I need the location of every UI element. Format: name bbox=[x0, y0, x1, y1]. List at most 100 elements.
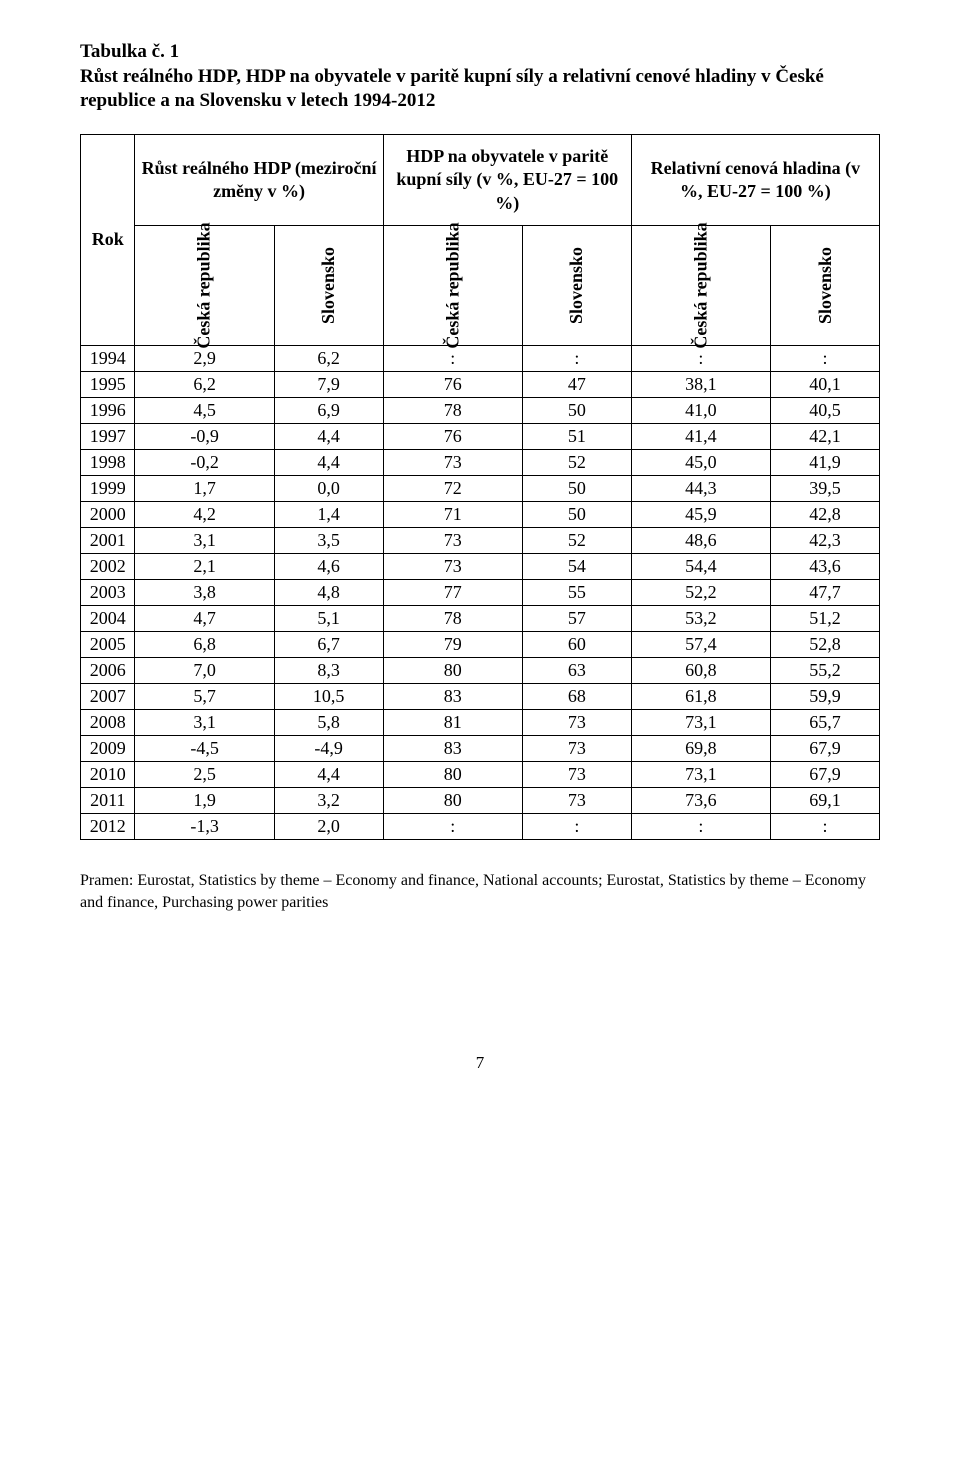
table-row: 20083,15,8817373,165,7 bbox=[81, 710, 880, 736]
header-ceska-1-label: Česká republika bbox=[194, 223, 215, 349]
table-cell: 4,7 bbox=[135, 606, 274, 632]
table-cell: 52,8 bbox=[771, 632, 880, 658]
table-cell: 54,4 bbox=[631, 554, 770, 580]
table-cell: 2006 bbox=[81, 658, 135, 684]
table-cell: 52,2 bbox=[631, 580, 770, 606]
table-cell: : bbox=[631, 814, 770, 840]
table-cell: 2008 bbox=[81, 710, 135, 736]
table-cell: 60,8 bbox=[631, 658, 770, 684]
table-cell: 2,9 bbox=[135, 346, 274, 372]
table-cell: 2007 bbox=[81, 684, 135, 710]
table-cell: 5,7 bbox=[135, 684, 274, 710]
table-cell: : bbox=[631, 346, 770, 372]
data-table: Rok Růst reálného HDP (meziroční změny v… bbox=[80, 134, 880, 840]
table-cell: 1999 bbox=[81, 476, 135, 502]
table-cell: 69,1 bbox=[771, 788, 880, 814]
table-cell: -4,9 bbox=[274, 736, 383, 762]
table-cell: 38,1 bbox=[631, 372, 770, 398]
table-cell: 79 bbox=[383, 632, 522, 658]
table-row: 20013,13,5735248,642,3 bbox=[81, 528, 880, 554]
table-cell: 54 bbox=[522, 554, 631, 580]
header-slovensko-2: Slovensko bbox=[522, 226, 631, 346]
table-cell: 73 bbox=[522, 762, 631, 788]
table-cell: 73 bbox=[383, 554, 522, 580]
table-cell: 2001 bbox=[81, 528, 135, 554]
table-cell: 69,8 bbox=[631, 736, 770, 762]
table-cell: 6,8 bbox=[135, 632, 274, 658]
table-cell: 73,6 bbox=[631, 788, 770, 814]
header-group-2: HDP na obyvatele v paritě kupní síly (v … bbox=[383, 135, 631, 226]
table-cell: 1995 bbox=[81, 372, 135, 398]
table-cell: 83 bbox=[383, 736, 522, 762]
table-cell: 50 bbox=[522, 502, 631, 528]
table-cell: 52 bbox=[522, 450, 631, 476]
table-row: 20056,86,7796057,452,8 bbox=[81, 632, 880, 658]
header-ceska-2: Česká republika bbox=[383, 226, 522, 346]
table-cell: 1994 bbox=[81, 346, 135, 372]
table-cell: 2,5 bbox=[135, 762, 274, 788]
table-cell: 6,7 bbox=[274, 632, 383, 658]
table-cell: 2010 bbox=[81, 762, 135, 788]
table-cell: 42,1 bbox=[771, 424, 880, 450]
table-cell: 45,9 bbox=[631, 502, 770, 528]
table-cell: 2003 bbox=[81, 580, 135, 606]
table-cell: 47,7 bbox=[771, 580, 880, 606]
table-cell: 61,8 bbox=[631, 684, 770, 710]
table-row: 19964,56,9785041,040,5 bbox=[81, 398, 880, 424]
table-cell: 59,9 bbox=[771, 684, 880, 710]
table-cell: 4,6 bbox=[274, 554, 383, 580]
table-cell: 1998 bbox=[81, 450, 135, 476]
table-cell: 71 bbox=[383, 502, 522, 528]
table-cell: 51,2 bbox=[771, 606, 880, 632]
table-cell: 72 bbox=[383, 476, 522, 502]
table-row: 1998-0,24,4735245,041,9 bbox=[81, 450, 880, 476]
table-cell: 8,3 bbox=[274, 658, 383, 684]
table-row: 20067,08,3806360,855,2 bbox=[81, 658, 880, 684]
table-cell: 1997 bbox=[81, 424, 135, 450]
table-cell: 67,9 bbox=[771, 762, 880, 788]
table-cell: -0,2 bbox=[135, 450, 274, 476]
header-rok: Rok bbox=[81, 135, 135, 346]
header-slovensko-3: Slovensko bbox=[771, 226, 880, 346]
table-cell: 3,1 bbox=[135, 710, 274, 736]
table-row: 19956,27,9764738,140,1 bbox=[81, 372, 880, 398]
header-slovensko-3-label: Slovensko bbox=[815, 247, 836, 324]
table-cell: 57,4 bbox=[631, 632, 770, 658]
table-cell: 1,9 bbox=[135, 788, 274, 814]
table-cell: 4,4 bbox=[274, 424, 383, 450]
table-cell: 73 bbox=[522, 736, 631, 762]
table-cell: 43,6 bbox=[771, 554, 880, 580]
header-ceska-3: Česká republika bbox=[631, 226, 770, 346]
title-line-2: Růst reálného HDP, HDP na obyvatele v pa… bbox=[80, 65, 880, 114]
table-cell: 80 bbox=[383, 762, 522, 788]
table-cell: 42,3 bbox=[771, 528, 880, 554]
table-row: 20033,84,8775552,247,7 bbox=[81, 580, 880, 606]
table-cell: 10,5 bbox=[274, 684, 383, 710]
table-row: 19991,70,0725044,339,5 bbox=[81, 476, 880, 502]
table-cell: 50 bbox=[522, 398, 631, 424]
header-group-1: Růst reálného HDP (meziroční změny v %) bbox=[135, 135, 383, 226]
table-cell: 4,5 bbox=[135, 398, 274, 424]
table-cell: 55,2 bbox=[771, 658, 880, 684]
table-cell: 63 bbox=[522, 658, 631, 684]
table-cell: : bbox=[771, 346, 880, 372]
table-cell: 7,9 bbox=[274, 372, 383, 398]
table-cell: 3,5 bbox=[274, 528, 383, 554]
table-cell: 4,8 bbox=[274, 580, 383, 606]
table-cell: 2012 bbox=[81, 814, 135, 840]
table-cell: -0,9 bbox=[135, 424, 274, 450]
table-cell: 52 bbox=[522, 528, 631, 554]
table-cell: 51 bbox=[522, 424, 631, 450]
table-cell: 2002 bbox=[81, 554, 135, 580]
table-cell: 73,1 bbox=[631, 710, 770, 736]
table-row: 20004,21,4715045,942,8 bbox=[81, 502, 880, 528]
table-row: 20075,710,5836861,859,9 bbox=[81, 684, 880, 710]
table-cell: 2,1 bbox=[135, 554, 274, 580]
header-row-groups: Rok Růst reálného HDP (meziroční změny v… bbox=[81, 135, 880, 226]
table-cell: 4,2 bbox=[135, 502, 274, 528]
table-cell: 1,7 bbox=[135, 476, 274, 502]
table-cell: 60 bbox=[522, 632, 631, 658]
table-cell: 73 bbox=[522, 788, 631, 814]
table-cell: 2005 bbox=[81, 632, 135, 658]
table-cell: 41,0 bbox=[631, 398, 770, 424]
